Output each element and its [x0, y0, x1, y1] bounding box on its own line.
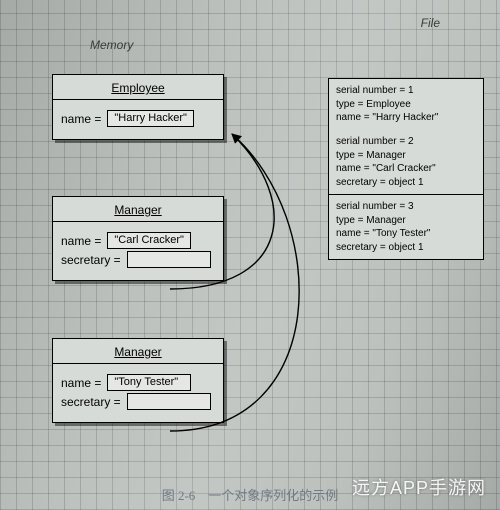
object-emp: Employee name = "Harry Hacker" — [52, 74, 224, 140]
watermark: 远方APP手游网 — [352, 474, 486, 500]
file-record: serial number = 3type = Managername = "T… — [328, 195, 484, 260]
object-title: Manager — [53, 339, 223, 364]
object-field: name = "Harry Hacker" — [61, 110, 215, 127]
record-line: secretary = object 1 — [336, 176, 476, 190]
object-field: name = "Tony Tester" — [61, 374, 215, 391]
field-value: "Harry Hacker" — [107, 110, 194, 127]
memory-heading: Memory — [90, 38, 133, 52]
record-line: type = Manager — [336, 149, 476, 163]
object-mgr1: Manager name = "Carl Cracker" secretary = — [52, 196, 224, 281]
record-line: serial number = 3 — [336, 200, 476, 214]
record-line: serial number = 1 — [336, 84, 476, 98]
field-value: "Tony Tester" — [107, 374, 191, 391]
object-field: secretary = — [61, 251, 215, 268]
record-line: secretary = object 1 — [336, 241, 476, 255]
file-heading: File — [421, 16, 440, 30]
record-line: type = Employee — [336, 98, 476, 112]
field-label: name = — [61, 376, 101, 390]
field-label: secretary = — [61, 253, 121, 267]
file-record: serial number = 1type = Employeename = "… — [328, 78, 484, 131]
field-label: secretary = — [61, 395, 121, 409]
record-line: name = "Harry Hacker" — [336, 111, 476, 125]
record-line: name = "Carl Cracker" — [336, 162, 476, 176]
field-label: name = — [61, 234, 101, 248]
file-record: serial number = 2type = Managername = "C… — [328, 130, 484, 195]
field-label: name = — [61, 112, 101, 126]
object-field: name = "Carl Cracker" — [61, 232, 215, 249]
pointer-box — [127, 251, 211, 268]
pointer-box — [127, 393, 211, 410]
object-field: secretary = — [61, 393, 215, 410]
object-mgr2: Manager name = "Tony Tester" secretary = — [52, 338, 224, 423]
record-line: type = Manager — [336, 214, 476, 228]
field-value: "Carl Cracker" — [107, 232, 191, 249]
record-line: serial number = 2 — [336, 135, 476, 149]
record-line: name = "Tony Tester" — [336, 227, 476, 241]
object-title: Employee — [53, 75, 223, 100]
object-title: Manager — [53, 197, 223, 222]
